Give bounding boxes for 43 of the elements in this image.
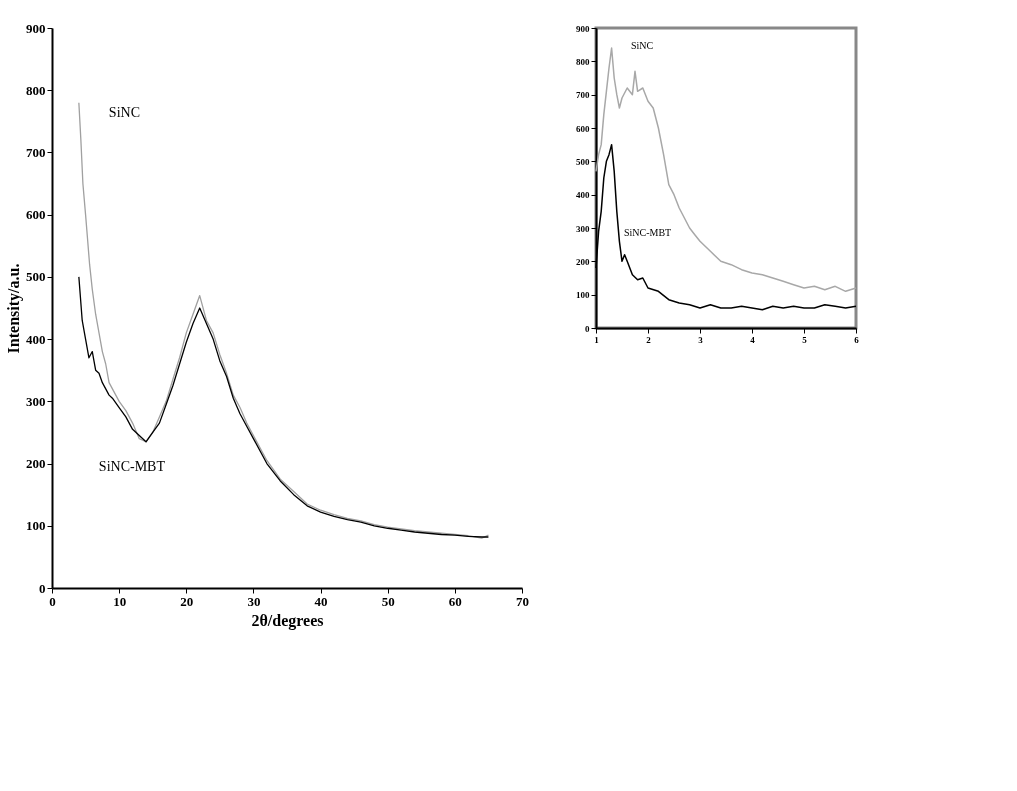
x-tick-label: 20: [180, 593, 194, 609]
x-tick-label: 5: [802, 334, 808, 345]
y-tick-label: 400: [26, 331, 46, 347]
x-axis-title: 2θ/degrees: [251, 611, 324, 630]
y-tick-label: 500: [576, 156, 590, 167]
y-tick-label: 500: [26, 269, 46, 285]
y-axis-title: Intensity/a.u.: [5, 263, 23, 354]
line-series: [595, 47, 857, 293]
y-tick-label: 900: [576, 23, 590, 34]
series-label: SiNC-MBT: [98, 458, 166, 474]
x-tick-label: 40: [314, 593, 328, 609]
y-tick-label: 400: [576, 190, 590, 201]
x-tick-label: 0: [49, 593, 56, 609]
x-tick-label: 6: [854, 334, 860, 345]
y-tick-label: 300: [26, 393, 46, 409]
y-tick-label: 100: [26, 518, 46, 534]
y-tick-label: 200: [26, 456, 46, 472]
x-tick-label: 3: [698, 334, 704, 345]
x-tick-label: 60: [448, 593, 462, 609]
y-tick-label: 700: [576, 90, 590, 101]
y-tick-label: 300: [576, 223, 590, 234]
series-label: SiNC-MBT: [624, 227, 672, 238]
x-tick-label: 50: [381, 593, 395, 609]
y-tick-label: 0: [39, 580, 46, 596]
x-tick-label: 30: [247, 593, 261, 609]
y-tick-label: 800: [576, 56, 590, 67]
line-series: [78, 102, 490, 539]
text: SiNC: [108, 104, 140, 120]
x-tick-label: 70: [516, 593, 529, 609]
x-tick-label: 10: [113, 593, 127, 609]
y-tick-label: 900: [26, 20, 46, 36]
y-tick-label: 600: [576, 123, 590, 134]
y-tick-label: 200: [576, 256, 590, 267]
y-tick-label: 800: [26, 82, 46, 98]
x-tick-label: 1: [594, 334, 600, 345]
y-tick-label: 0: [585, 323, 590, 334]
x-tick-label: 2: [646, 334, 652, 345]
series-label: SiNC: [631, 40, 654, 52]
y-tick-label: 600: [26, 207, 46, 223]
y-tick-label: 700: [26, 144, 46, 160]
x-tick-label: 4: [750, 334, 756, 345]
y-tick-label: 100: [576, 290, 590, 301]
line-series: [78, 276, 490, 538]
